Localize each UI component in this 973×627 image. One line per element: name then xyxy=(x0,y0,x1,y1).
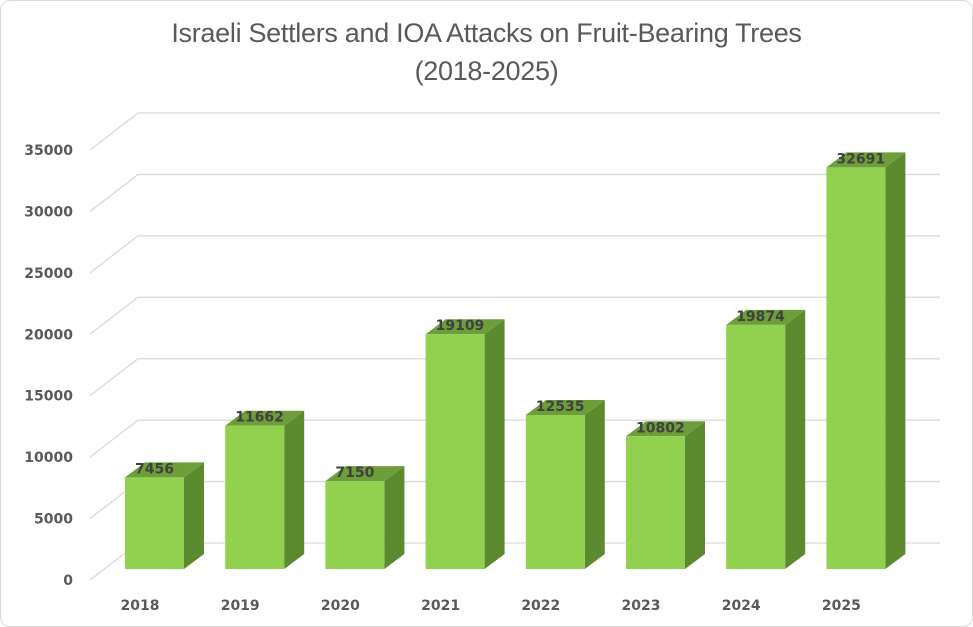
bar-front xyxy=(325,481,385,569)
bar-front xyxy=(525,414,585,569)
x-tick-label: 2025 xyxy=(822,598,861,614)
y-tick-label: 25000 xyxy=(24,266,73,282)
bar-front xyxy=(626,436,685,569)
bar-side xyxy=(384,466,405,569)
bar-side xyxy=(184,462,204,569)
y-tick-label: 30000 xyxy=(24,204,73,220)
bar-2025 xyxy=(826,152,906,569)
gridline xyxy=(89,480,940,520)
data-label: 7456 xyxy=(135,461,174,477)
chart-title: Israeli Settlers and IOA Attacks on Frui… xyxy=(0,14,973,90)
data-label: 7150 xyxy=(335,465,374,481)
bar-side xyxy=(885,152,906,569)
data-label: 11662 xyxy=(235,410,284,426)
bar-front xyxy=(225,425,285,569)
bar-side xyxy=(584,399,605,569)
bar-2024 xyxy=(726,309,806,569)
gridline xyxy=(89,112,940,151)
bar-top xyxy=(225,410,305,426)
bar-side xyxy=(785,309,806,569)
x-tick-label: 2022 xyxy=(521,598,560,614)
data-labels: 7456 11662 7150 19109 12535 10802 19874 32691 xyxy=(135,151,885,481)
gridlines xyxy=(89,112,940,581)
x-tick-label: 2023 xyxy=(622,598,661,614)
data-label: 32691 xyxy=(836,151,885,167)
bar-top xyxy=(726,309,806,325)
gridline xyxy=(89,173,940,212)
bar-side xyxy=(685,421,705,569)
chart-title-sub: (2018-2025) xyxy=(414,56,559,86)
data-label: 12535 xyxy=(536,399,585,415)
bar-2020 xyxy=(325,466,405,569)
gridline xyxy=(89,419,940,458)
bar-top xyxy=(525,399,605,415)
gridline xyxy=(89,296,940,335)
y-tick-label: 35000 xyxy=(24,143,73,159)
bar-top xyxy=(626,421,705,437)
y-axis-ticks: 0 5000 10000 15000 20000 25000 30000 35000 xyxy=(24,143,73,589)
y-tick-label: 0 xyxy=(63,573,73,589)
chart-title-main: Israeli Settlers and IOA Attacks on Frui… xyxy=(171,18,802,48)
bar-front xyxy=(125,477,184,569)
x-axis-ticks: 2018 2019 2020 2021 2022 2023 2024 2025 xyxy=(121,598,861,614)
bar-top xyxy=(125,462,204,478)
bar-2021 xyxy=(425,319,505,569)
gridline xyxy=(89,235,940,274)
x-tick-label: 2024 xyxy=(722,598,761,614)
bar-side xyxy=(484,319,505,569)
y-tick-label: 15000 xyxy=(24,389,73,405)
y-tick-label: 20000 xyxy=(24,327,73,343)
x-tick-label: 2021 xyxy=(421,598,460,614)
data-label: 10802 xyxy=(636,420,685,436)
bar-top xyxy=(425,319,505,335)
gridline xyxy=(89,542,940,581)
bar-2018 xyxy=(125,462,204,569)
bars xyxy=(125,152,906,569)
bar-front xyxy=(726,324,786,569)
y-tick-label: 5000 xyxy=(34,512,73,528)
bar-front xyxy=(425,334,485,569)
bar-top xyxy=(826,152,906,168)
data-label: 19874 xyxy=(736,309,785,325)
bar-2023 xyxy=(626,421,705,569)
bar-2022 xyxy=(525,399,605,569)
bar-front xyxy=(826,167,886,569)
x-tick-label: 2018 xyxy=(121,598,160,614)
gridline xyxy=(89,358,940,397)
x-tick-label: 2019 xyxy=(221,598,260,614)
y-tick-label: 10000 xyxy=(24,450,73,466)
bar-side xyxy=(284,410,305,569)
x-tick-label: 2020 xyxy=(321,598,360,614)
data-label: 19109 xyxy=(436,318,485,334)
bar-top xyxy=(325,466,405,482)
bar-2019 xyxy=(225,410,305,569)
